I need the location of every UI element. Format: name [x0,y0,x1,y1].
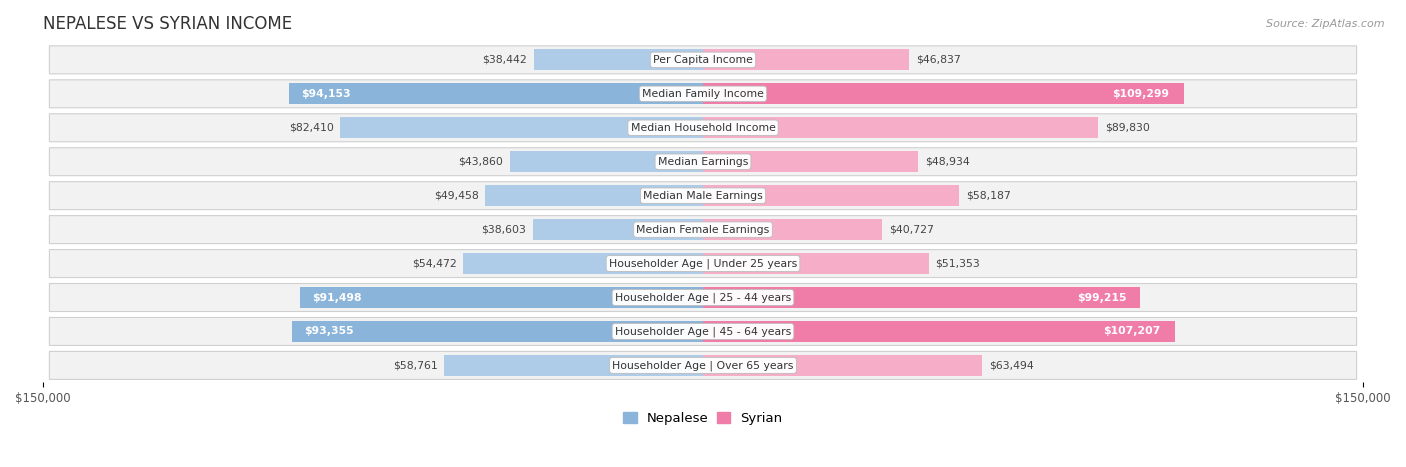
Text: Median Household Income: Median Household Income [630,123,776,133]
Bar [703,151,918,172]
FancyBboxPatch shape [49,283,1357,311]
Bar [703,83,1184,104]
FancyBboxPatch shape [49,216,1357,244]
Bar [533,219,703,240]
Bar [510,151,703,172]
Bar [444,355,703,376]
Bar [703,287,1140,308]
Text: $109,299: $109,299 [1112,89,1170,99]
Bar [340,117,703,138]
Text: Median Male Earnings: Median Male Earnings [643,191,763,201]
FancyBboxPatch shape [49,114,1357,142]
Text: Householder Age | Over 65 years: Householder Age | Over 65 years [612,360,794,371]
Bar [292,321,703,342]
Bar [703,253,929,274]
Text: Per Capita Income: Per Capita Income [652,55,754,65]
FancyBboxPatch shape [49,80,1357,108]
Bar [534,50,703,71]
Text: Median Earnings: Median Earnings [658,157,748,167]
Text: $58,761: $58,761 [394,361,437,370]
Text: Householder Age | 25 - 44 years: Householder Age | 25 - 44 years [614,292,792,303]
Bar [301,287,703,308]
Bar [485,185,703,206]
Bar [463,253,703,274]
Bar [703,185,959,206]
Text: NEPALESE VS SYRIAN INCOME: NEPALESE VS SYRIAN INCOME [42,15,292,33]
Text: Median Female Earnings: Median Female Earnings [637,225,769,234]
Text: $38,603: $38,603 [482,225,526,234]
Text: $82,410: $82,410 [288,123,333,133]
FancyBboxPatch shape [49,352,1357,379]
FancyBboxPatch shape [49,46,1357,74]
Text: $48,934: $48,934 [925,157,970,167]
Text: $46,837: $46,837 [915,55,960,65]
FancyBboxPatch shape [49,249,1357,277]
Bar [703,117,1098,138]
Text: $63,494: $63,494 [988,361,1033,370]
Text: $43,860: $43,860 [458,157,503,167]
Text: $54,472: $54,472 [412,259,457,269]
Bar [703,321,1175,342]
FancyBboxPatch shape [49,318,1357,346]
Text: $107,207: $107,207 [1104,326,1161,336]
Text: $58,187: $58,187 [966,191,1011,201]
Bar [703,219,882,240]
Legend: Nepalese, Syrian: Nepalese, Syrian [619,406,787,430]
Text: $99,215: $99,215 [1077,292,1126,303]
Text: $93,355: $93,355 [305,326,354,336]
Text: Source: ZipAtlas.com: Source: ZipAtlas.com [1267,19,1385,28]
Bar [703,50,910,71]
Text: $38,442: $38,442 [482,55,527,65]
Text: $89,830: $89,830 [1105,123,1150,133]
Text: Median Family Income: Median Family Income [643,89,763,99]
Text: $49,458: $49,458 [434,191,478,201]
FancyBboxPatch shape [49,148,1357,176]
FancyBboxPatch shape [49,182,1357,210]
Bar [288,83,703,104]
Text: $51,353: $51,353 [935,259,980,269]
Text: $94,153: $94,153 [301,89,350,99]
Text: $91,498: $91,498 [312,292,361,303]
Text: Householder Age | 45 - 64 years: Householder Age | 45 - 64 years [614,326,792,337]
Text: Householder Age | Under 25 years: Householder Age | Under 25 years [609,258,797,269]
Text: $40,727: $40,727 [889,225,934,234]
Bar [703,355,983,376]
